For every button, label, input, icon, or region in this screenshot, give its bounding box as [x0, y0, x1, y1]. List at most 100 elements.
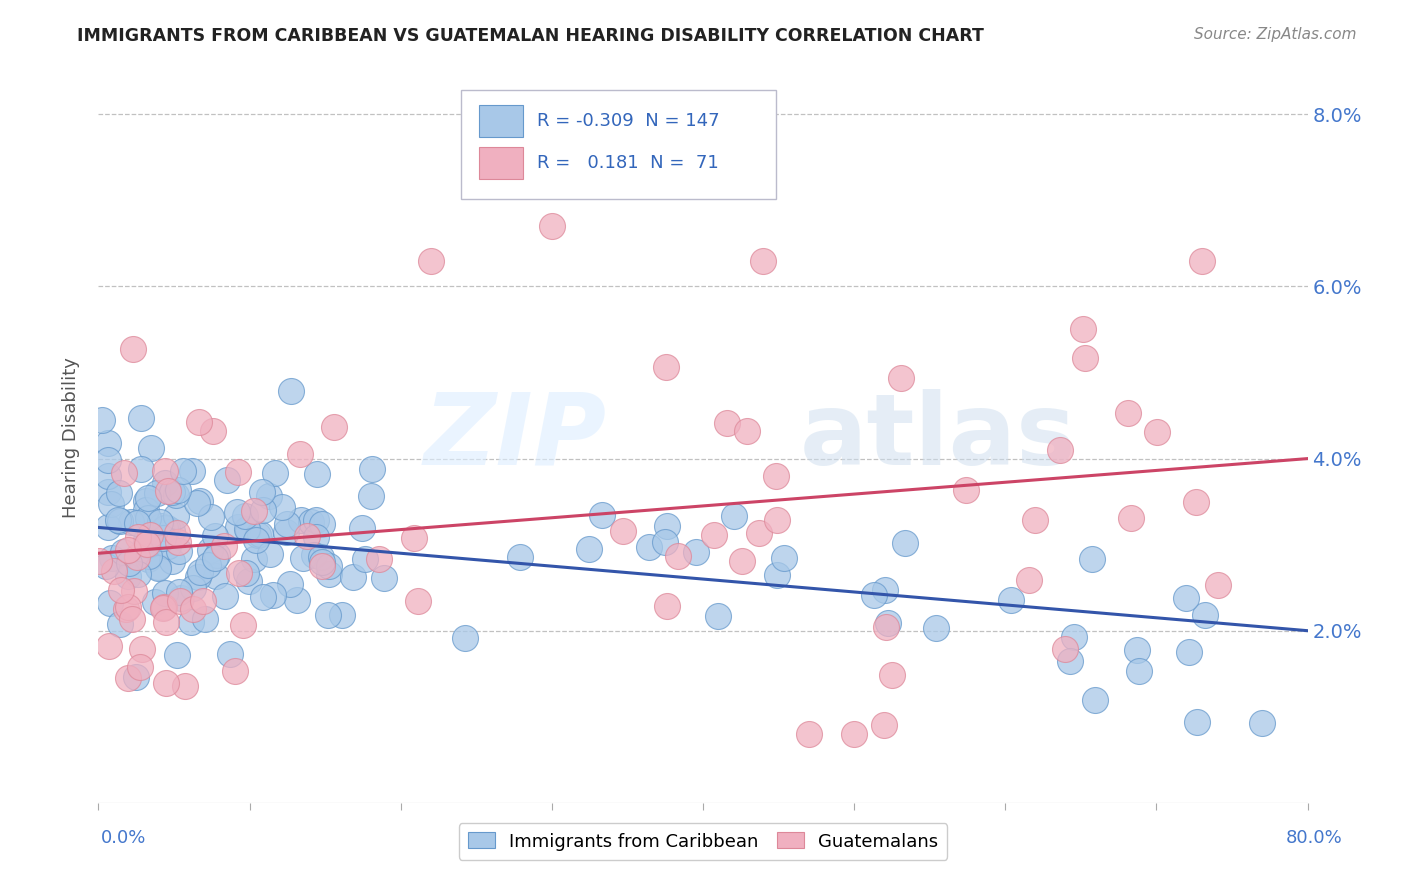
Point: [290, 513, 312, 527]
Point: [212, 539, 235, 553]
Point: [280, 384, 302, 398]
Point: [1000, 593, 1022, 607]
Point: [1059, 654, 1081, 668]
Point: [166, 526, 188, 541]
Point: [342, 570, 364, 584]
Text: R = -0.309  N = 147: R = -0.309 N = 147: [537, 112, 720, 130]
Point: [1208, 577, 1230, 591]
Point: [1024, 513, 1046, 527]
Point: [316, 608, 339, 623]
Point: [146, 560, 169, 574]
Point: [108, 486, 131, 500]
Point: [188, 494, 211, 508]
Point: [117, 542, 139, 557]
Point: [773, 550, 796, 565]
Point: [97, 484, 120, 499]
Point: [259, 547, 281, 561]
Point: [108, 616, 131, 631]
Point: [167, 483, 190, 497]
Point: [187, 415, 209, 429]
Point: [1074, 351, 1097, 366]
Point: [1126, 642, 1149, 657]
Point: [252, 503, 274, 517]
Point: [219, 647, 242, 661]
Point: [156, 484, 179, 499]
Point: [160, 554, 183, 568]
Point: [309, 550, 332, 565]
Point: [181, 581, 204, 595]
FancyBboxPatch shape: [479, 105, 523, 137]
Point: [354, 552, 377, 566]
Point: [146, 486, 169, 500]
Point: [125, 516, 148, 531]
Point: [135, 536, 157, 550]
Point: [198, 543, 221, 558]
Point: [135, 533, 157, 547]
Point: [748, 526, 770, 541]
Point: [1184, 495, 1206, 509]
Point: [94, 559, 117, 574]
Point: [540, 219, 562, 234]
Point: [591, 508, 613, 523]
Point: [1146, 425, 1168, 439]
Point: [112, 544, 135, 558]
Point: [654, 534, 676, 549]
Point: [685, 545, 707, 559]
Point: [117, 672, 139, 686]
Point: [288, 448, 311, 462]
Point: [97, 435, 120, 450]
Point: [226, 519, 249, 533]
Point: [205, 548, 228, 562]
Point: [292, 550, 315, 565]
Point: [276, 517, 298, 532]
Point: [156, 539, 179, 553]
Point: [204, 529, 226, 543]
Point: [194, 612, 217, 626]
Point: [110, 583, 132, 598]
Point: [121, 612, 143, 626]
Point: [181, 464, 204, 478]
Point: [766, 568, 789, 582]
Point: [97, 520, 120, 534]
Point: [152, 600, 174, 615]
Point: [1063, 630, 1085, 644]
Point: [98, 639, 121, 653]
Point: [311, 559, 333, 574]
Point: [150, 518, 173, 533]
Point: [112, 467, 135, 481]
Point: [299, 515, 322, 529]
Point: [232, 618, 254, 632]
Point: [655, 599, 678, 614]
Point: [454, 631, 477, 645]
Point: [136, 551, 159, 566]
Point: [155, 676, 177, 690]
Point: [129, 411, 152, 425]
Point: [1116, 405, 1139, 419]
Point: [121, 342, 143, 356]
Point: [136, 510, 159, 524]
Point: [1081, 552, 1104, 566]
Point: [243, 504, 266, 518]
Point: [752, 253, 775, 268]
Text: Source: ZipAtlas.com: Source: ZipAtlas.com: [1194, 27, 1357, 42]
Point: [165, 487, 187, 501]
Point: [153, 600, 176, 615]
Point: [578, 542, 600, 557]
Point: [135, 493, 157, 508]
Point: [765, 469, 787, 483]
Point: [152, 531, 174, 545]
Point: [404, 531, 426, 545]
Text: 80.0%: 80.0%: [1286, 829, 1343, 847]
Point: [165, 509, 187, 524]
Point: [238, 574, 260, 588]
Point: [235, 566, 257, 580]
Point: [215, 473, 238, 487]
Point: [129, 462, 152, 476]
Point: [285, 593, 308, 607]
Point: [731, 554, 754, 568]
Point: [97, 452, 120, 467]
Point: [765, 513, 787, 527]
Legend: Immigrants from Caribbean, Guatemalans: Immigrants from Caribbean, Guatemalans: [458, 823, 948, 860]
Point: [880, 668, 903, 682]
Point: [155, 520, 177, 534]
